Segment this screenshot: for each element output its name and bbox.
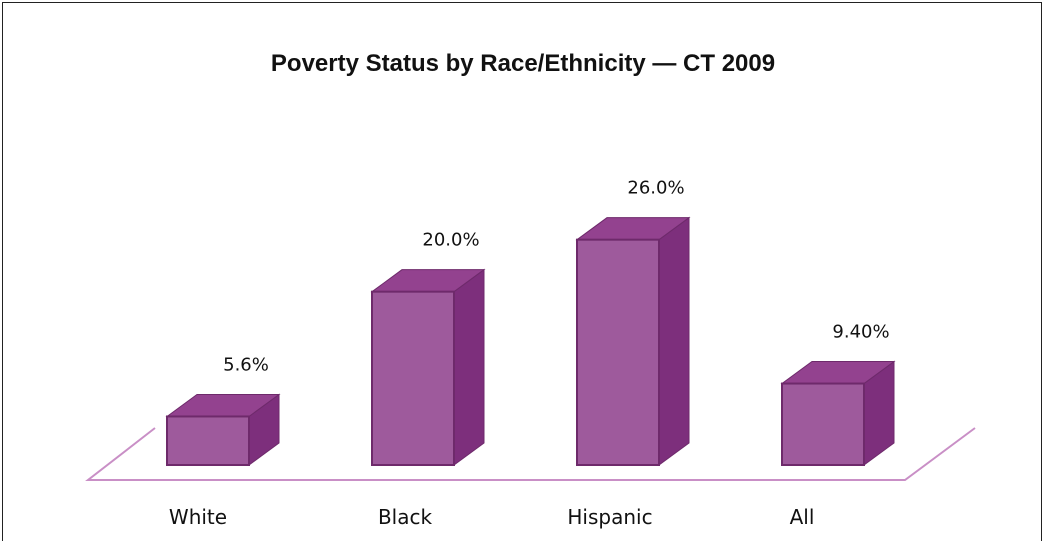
bar-side [658,216,690,466]
value-labels-group: 5.6% 20.0% 26.0% 9.40% [223,178,889,376]
bar-hispanic [575,216,691,466]
category-label: Hispanic [567,505,652,529]
bar-all [780,360,896,466]
bars-group [165,216,896,467]
bar-front [371,290,455,466]
value-label: 26.0% [627,178,684,199]
chart-title: Poverty Status by Race/Ethnicity — CT 20… [270,50,776,77]
value-label: 9.40% [832,322,889,343]
bar-black [370,268,486,466]
category-label: Black [378,505,433,529]
bar-side [453,268,485,466]
bar-white [165,393,281,467]
category-labels-group: White Black Hispanic All [169,505,814,529]
category-label: All [790,505,815,529]
bar-front [781,382,865,466]
value-label: 20.0% [422,230,479,251]
bar-front [576,238,660,466]
category-label: White [169,505,227,529]
value-label: 5.6% [223,354,269,375]
chart-floor [85,427,976,481]
bar-front [166,415,250,467]
